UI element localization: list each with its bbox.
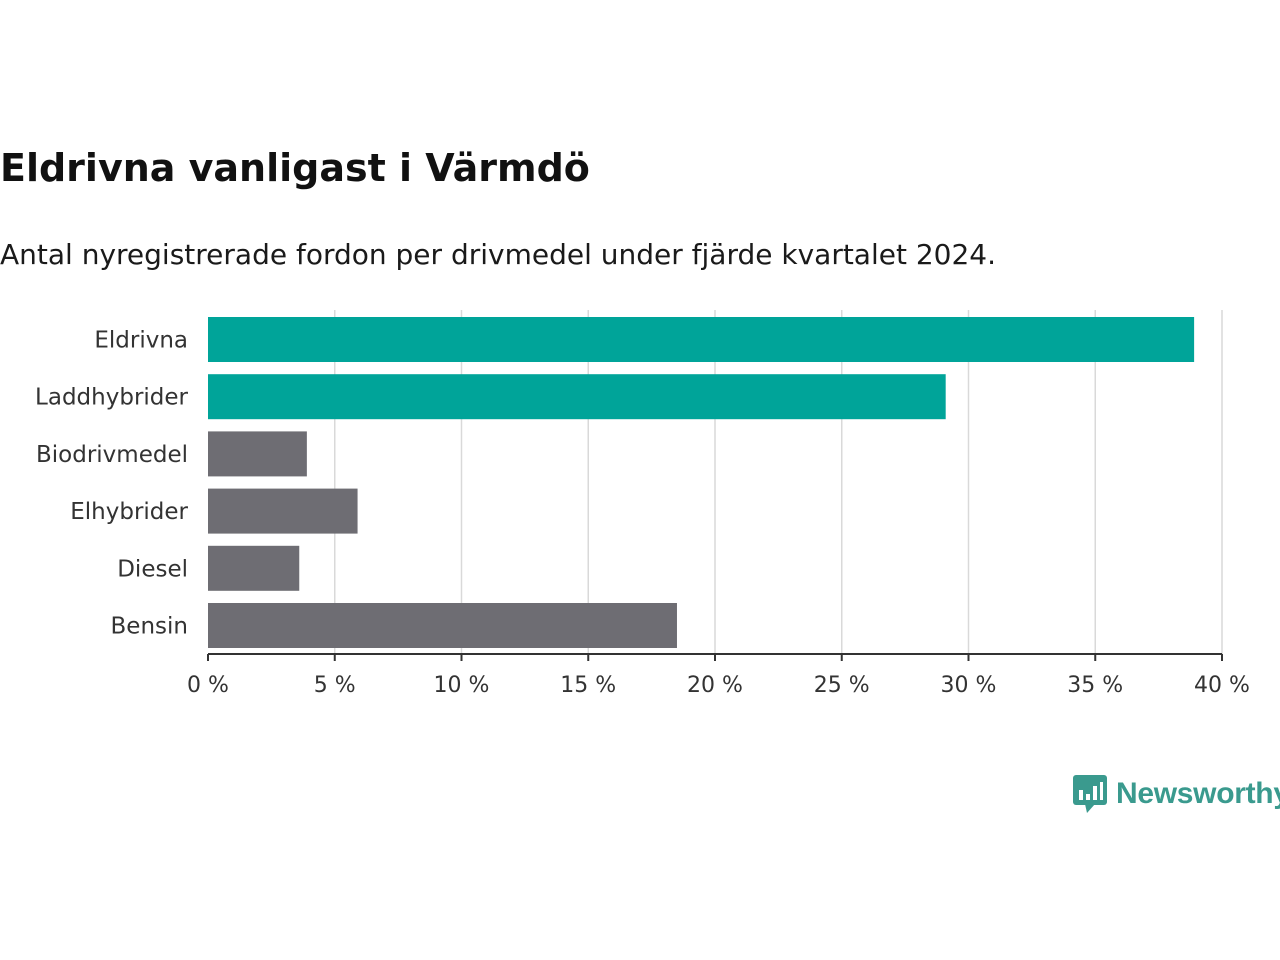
category-label: Diesel [117,556,188,582]
bars [208,317,1195,648]
category-label: Laddhybrider [35,385,188,411]
x-tick-label: 10 % [434,673,490,698]
bar-elhybrider [208,488,358,534]
x-tick-label: 15 % [560,673,616,698]
category-label: Biodrivmedel [36,442,188,468]
bar-laddhybrider [208,374,946,420]
x-tick-label: 25 % [814,673,870,698]
grid-lines [334,310,1223,654]
x-tick-label: 20 % [687,673,743,698]
brand-name: Newsworthy [1116,777,1280,810]
bar-bensin [208,603,677,648]
chart-subtitle: Antal nyregistrerade fordon per drivmede… [0,238,997,271]
x-tick-label: 35 % [1067,673,1123,698]
bar-biodrivmedel [208,431,307,477]
bar-eldrivna [208,317,1195,362]
newsworthy-logo-icon [1073,775,1107,813]
category-label: Eldrivna [94,328,188,354]
category-label: Bensin [111,614,188,640]
category-label: Elhybrider [70,499,188,525]
x-tick-label: 30 % [941,673,997,698]
chart-title: Eldrivna vanligast i Värmdö [0,146,590,190]
bar-chart: Eldrivna Laddhybrider Biodrivmedel Elhybrid… [35,310,1250,698]
x-tick-label: 0 % [187,673,229,698]
category-labels: Eldrivna Laddhybrider Biodrivmedel Elhybrid… [35,328,188,640]
x-tick-label: 40 % [1194,673,1250,698]
bar-diesel [208,545,300,591]
brand-logo: Newsworthy [1072,774,1280,814]
x-tick-label: 5 % [314,673,356,698]
x-axis: 0 % 5 % 10 % 15 % 20 % 25 % 30 % 35 % 40 % [187,653,1250,698]
